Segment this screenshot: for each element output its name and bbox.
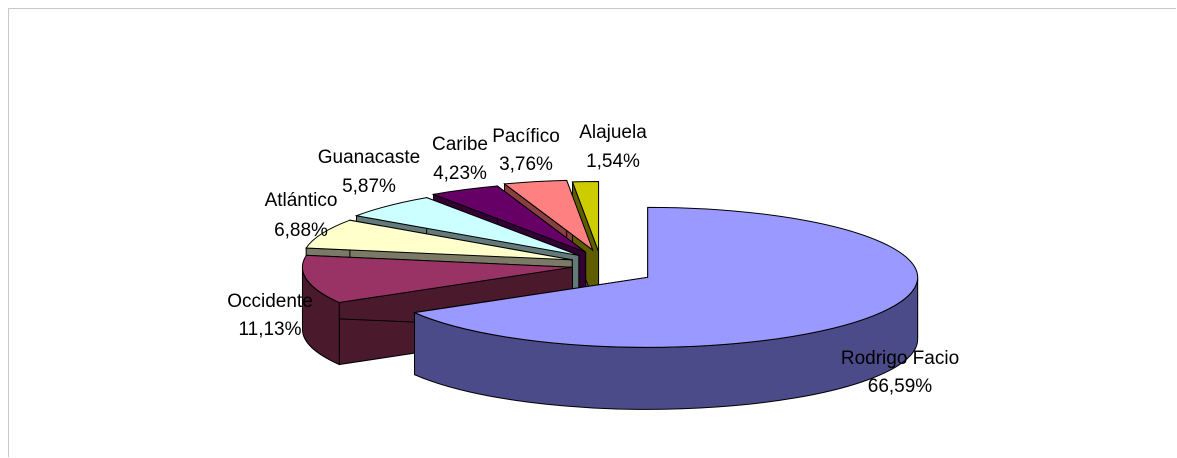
label-alajuela-name: Alajuela <box>579 122 647 143</box>
label-guanacaste-name: Guanacaste <box>318 147 420 168</box>
label-occidente-name: Occidente <box>227 291 313 312</box>
label-atlantico-value: 6,88% <box>274 220 328 241</box>
label-rodrigo-facio-name: Rodrigo Facio <box>841 348 959 369</box>
slice-guanacaste <box>354 197 580 256</box>
pie-tops <box>302 179 919 348</box>
label-atlantico-name: Atlántico <box>265 190 338 211</box>
label-caribe-value: 4,23% <box>433 163 487 184</box>
slice-atlantico <box>305 219 573 261</box>
label-alajuela-value: 1,54% <box>586 151 640 172</box>
slice-occidente <box>302 254 573 304</box>
slice-rodrigo-facio <box>412 206 919 348</box>
slice-pacifico <box>503 179 594 252</box>
slice-caribe <box>431 185 586 253</box>
label-pacifico-name: Pacífico <box>492 126 560 147</box>
label-pacifico-value: 3,76% <box>499 154 553 175</box>
label-caribe-name: Caribe <box>432 134 488 155</box>
label-guanacaste-value: 5,87% <box>342 176 396 197</box>
slice-alajuela <box>571 181 600 252</box>
pie-labels: Rodrigo Facio 66,59% Occidente 11,13% At… <box>227 122 959 397</box>
label-occidente-value: 11,13% <box>238 319 301 340</box>
label-rodrigo-facio-value: 66,59% <box>868 376 933 397</box>
